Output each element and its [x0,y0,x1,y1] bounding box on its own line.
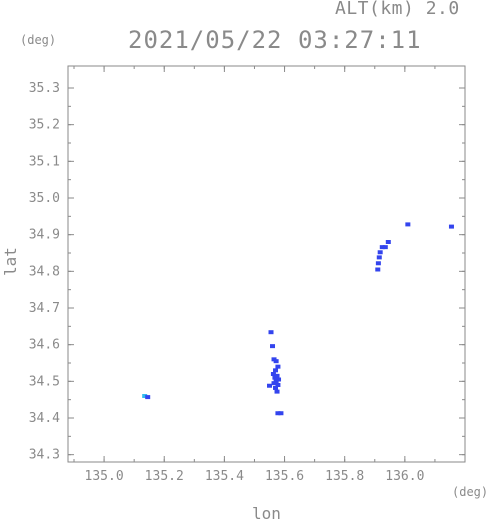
timestamp-title: 2021/05/22 03:27:11 [128,26,422,54]
y-tick-label: 34.8 [29,264,60,279]
y-tick-label: 35.1 [29,154,60,169]
data-point [275,383,281,387]
x-tick-label: 135.4 [205,469,244,484]
y-tick-label: 35.2 [29,118,60,133]
data-point [273,359,279,364]
y-tick-label: 35.3 [29,81,60,96]
data-point [271,381,277,386]
y-tick-label: 34.9 [29,228,60,243]
altitude-label: ALT(km) 2.0 [335,0,460,19]
data-point [274,373,280,378]
data-point [405,222,411,227]
data-point [385,240,391,244]
data-point [376,255,382,260]
data-point [379,245,385,250]
data-point [375,261,381,266]
x-tick-label: 135.0 [85,469,124,484]
x-ticks: 135.0 135.2 135.4 135.6 135.8 136.0 [73,66,466,484]
data-point [268,330,274,335]
y-tick-label: 34.4 [29,411,60,426]
y-tick-label: 34.5 [29,374,60,389]
x-tick-label: 135.2 [145,469,184,484]
data-point [382,245,388,250]
y-tick-label: 35.0 [29,191,60,206]
data-point [270,372,276,376]
data-point [273,385,279,390]
data-point [270,344,276,349]
data-point [142,394,148,398]
data-point [273,368,279,373]
y-tick-label: 34.3 [29,448,60,463]
data-point [275,411,281,416]
data-points [142,222,454,416]
x-tick-label: 136.0 [385,469,424,484]
x-axis-title: lon [252,504,281,523]
y-unit-label: (deg) [20,33,57,47]
x-tick-label: 135.6 [265,469,304,484]
data-point [375,267,381,272]
y-tick-label: 34.7 [29,301,60,316]
y-ticks: 34.3 34.4 34.5 34.6 34.7 34.8 34.9 35.0 35.1 35.2… [29,81,465,463]
data-point [275,364,281,369]
data-point [377,250,383,255]
data-point [448,224,454,229]
y-tick-label: 34.6 [29,338,60,353]
data-point [267,383,273,388]
plot-frame [67,65,466,463]
x-tick-label: 135.8 [325,469,364,484]
data-point [274,389,280,394]
plot-border [67,65,466,463]
x-unit-label: (deg) [452,485,489,499]
data-point [145,395,151,400]
data-point [278,411,284,416]
